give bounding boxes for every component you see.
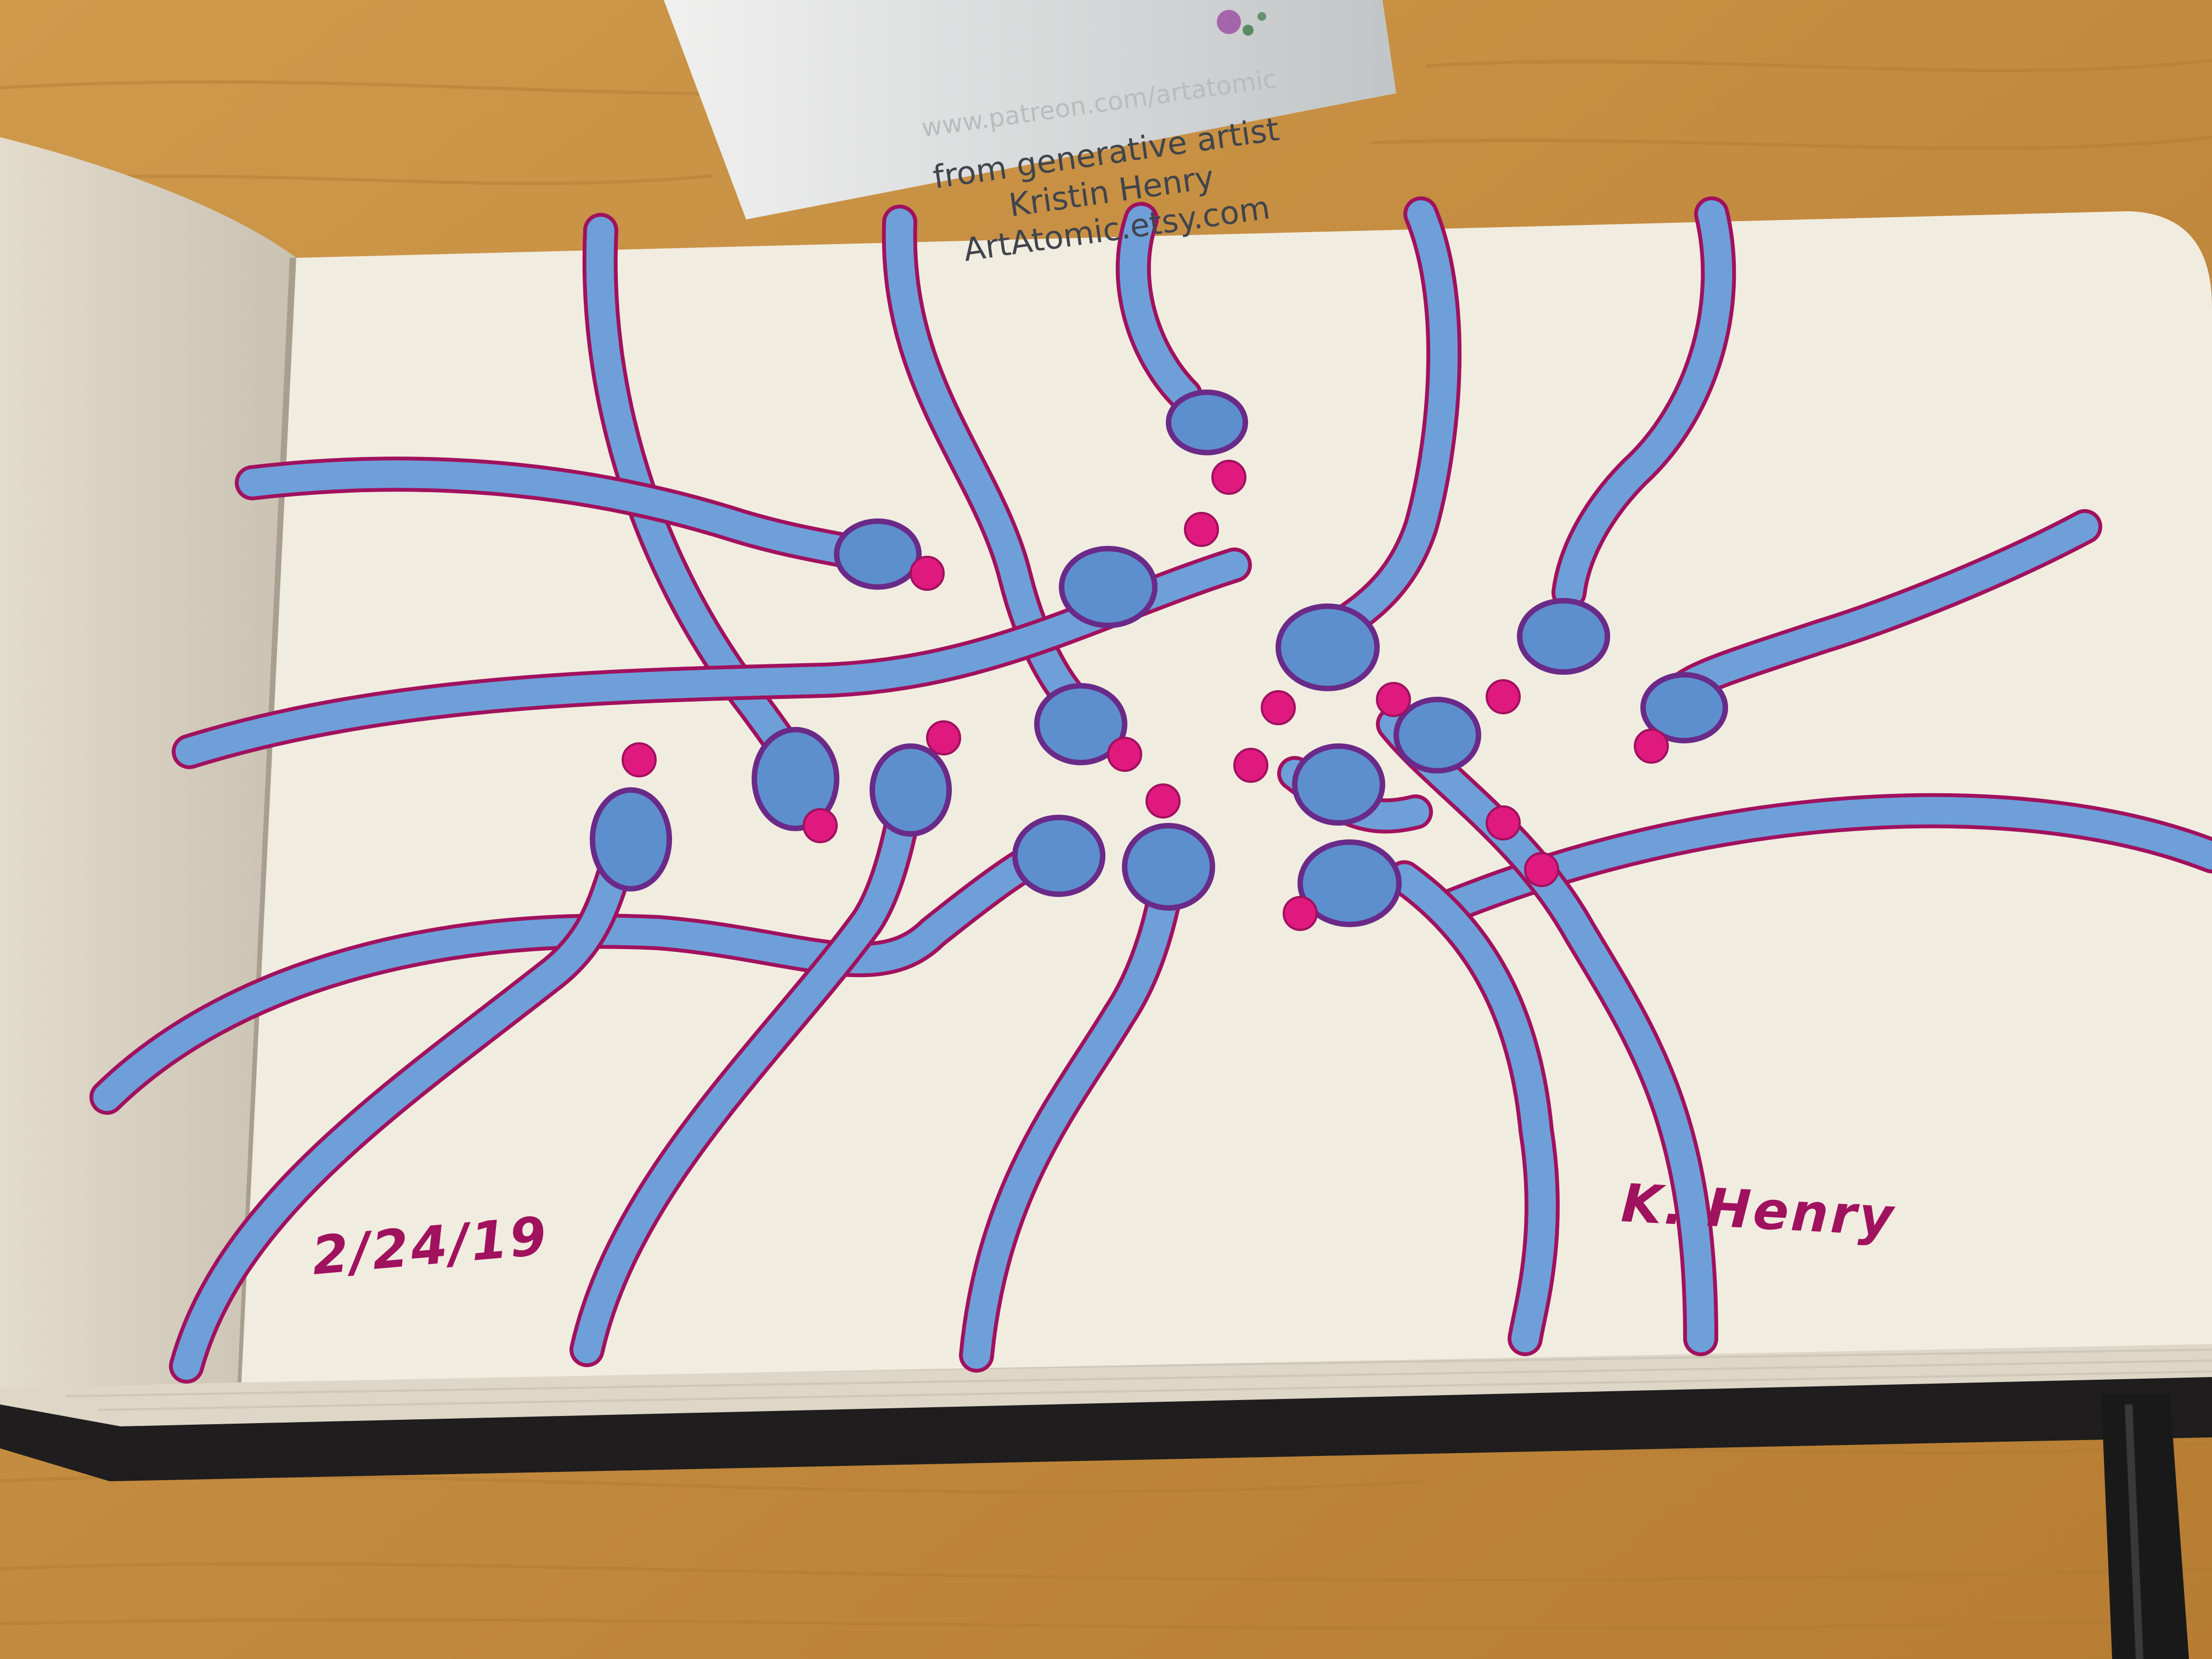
tendril-4 xyxy=(1319,200,1458,645)
bulb-head-13 xyxy=(1292,743,1385,826)
bulb-head-8 xyxy=(752,727,839,831)
magenta-dot-12 xyxy=(1146,783,1181,819)
magenta-dot-14 xyxy=(1283,896,1318,931)
bulb-head-14 xyxy=(1393,697,1481,774)
tendril-6 xyxy=(1671,513,2098,702)
bulb-head-4 xyxy=(1276,603,1380,691)
gutter-shadow xyxy=(238,257,297,1383)
magenta-dot-6 xyxy=(1486,679,1521,714)
tendril-13 xyxy=(1440,797,2212,919)
magenta-dot-11 xyxy=(926,720,961,755)
tendril-14 xyxy=(1380,710,1714,1352)
tendril-5 xyxy=(1555,200,1733,606)
magenta-dot-15 xyxy=(1486,805,1521,840)
magenta-dot-13 xyxy=(1233,748,1268,783)
elastic-band xyxy=(2101,1393,2189,1659)
magenta-dot-9 xyxy=(803,808,838,843)
magenta-dot-5 xyxy=(1376,682,1411,717)
business-card xyxy=(664,0,1396,219)
bulb-head-1 xyxy=(1166,390,1248,455)
tendril-12 xyxy=(963,864,1182,1369)
bulb-head-5 xyxy=(1517,598,1610,675)
magenta-dot-16 xyxy=(1524,852,1559,887)
bulb-head-2 xyxy=(834,518,922,590)
tendril-3 xyxy=(1119,206,1199,409)
card-ink-blot xyxy=(1217,10,1266,36)
tendril-9 xyxy=(93,834,1073,1111)
bulb-head-12 xyxy=(1122,823,1215,911)
magenta-dot-3 xyxy=(910,556,945,591)
ink-heads xyxy=(590,390,1728,927)
elastic-band-highlight xyxy=(2125,1404,2143,1659)
bulb-head-7 xyxy=(1034,683,1127,765)
magenta-dot-2 xyxy=(1184,512,1219,547)
tendril-15 xyxy=(1391,864,1556,1352)
tendril-11 xyxy=(573,793,919,1363)
notebook-cover xyxy=(0,1344,2212,1481)
magenta-dot-1 xyxy=(1211,460,1246,495)
bulb-head-15 xyxy=(1297,839,1402,927)
magenta-dot-4 xyxy=(1261,690,1296,725)
tendril-2 xyxy=(885,208,1100,727)
magenta-dot-10 xyxy=(622,742,657,777)
magenta-dot-8 xyxy=(1107,737,1142,772)
bulb-head-6 xyxy=(1640,672,1728,743)
tendril-7 xyxy=(239,460,875,568)
left-page xyxy=(0,137,296,1388)
tendril-10 xyxy=(173,859,628,1380)
bulb-head-10 xyxy=(870,743,952,837)
bulb-head-11 xyxy=(1012,815,1105,897)
ink-dots xyxy=(622,460,1669,931)
magenta-dot-7 xyxy=(1634,729,1669,764)
bulb-head-9 xyxy=(590,787,672,891)
bulb-head-3 xyxy=(1059,546,1158,628)
